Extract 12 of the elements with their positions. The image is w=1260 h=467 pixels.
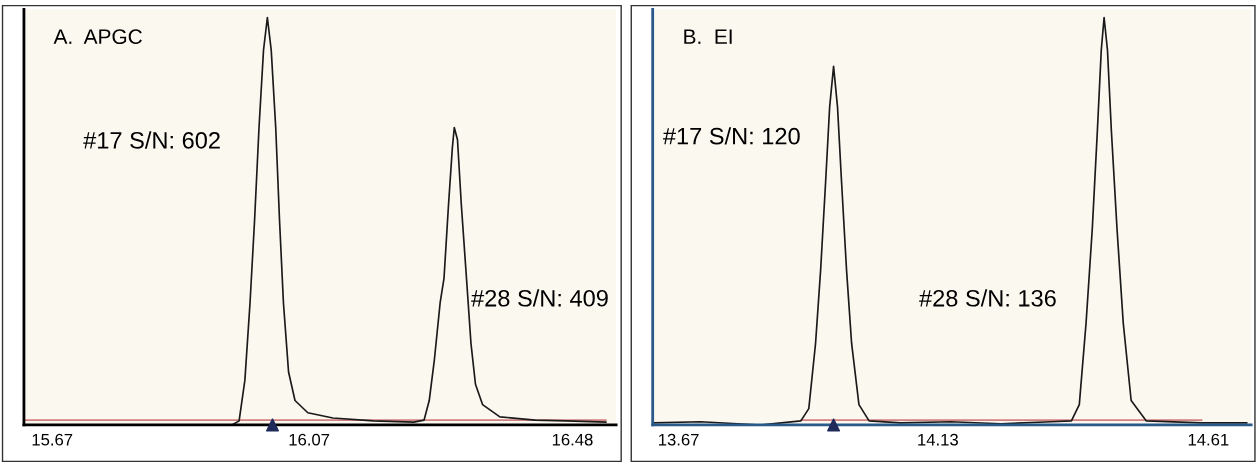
x-tick-label: 15.67 bbox=[32, 433, 73, 446]
x-tick-label: 16.48 bbox=[552, 433, 593, 446]
x-tick-label: 13.67 bbox=[659, 433, 699, 446]
annotation: #28 S/N: 409 bbox=[471, 289, 608, 307]
x-tick-label: 14.61 bbox=[1188, 433, 1229, 446]
x-tick-label: 16.07 bbox=[289, 433, 330, 446]
annotation: #28 S/N: 136 bbox=[919, 289, 1056, 307]
annotation: #17 S/N: 120 bbox=[662, 127, 800, 145]
annotation: #17 S/N: 602 bbox=[83, 131, 220, 149]
chart-title: B. EI bbox=[684, 29, 732, 44]
x-tick-label: 14.13 bbox=[918, 433, 958, 446]
chart-title: A. APGC bbox=[53, 29, 142, 45]
